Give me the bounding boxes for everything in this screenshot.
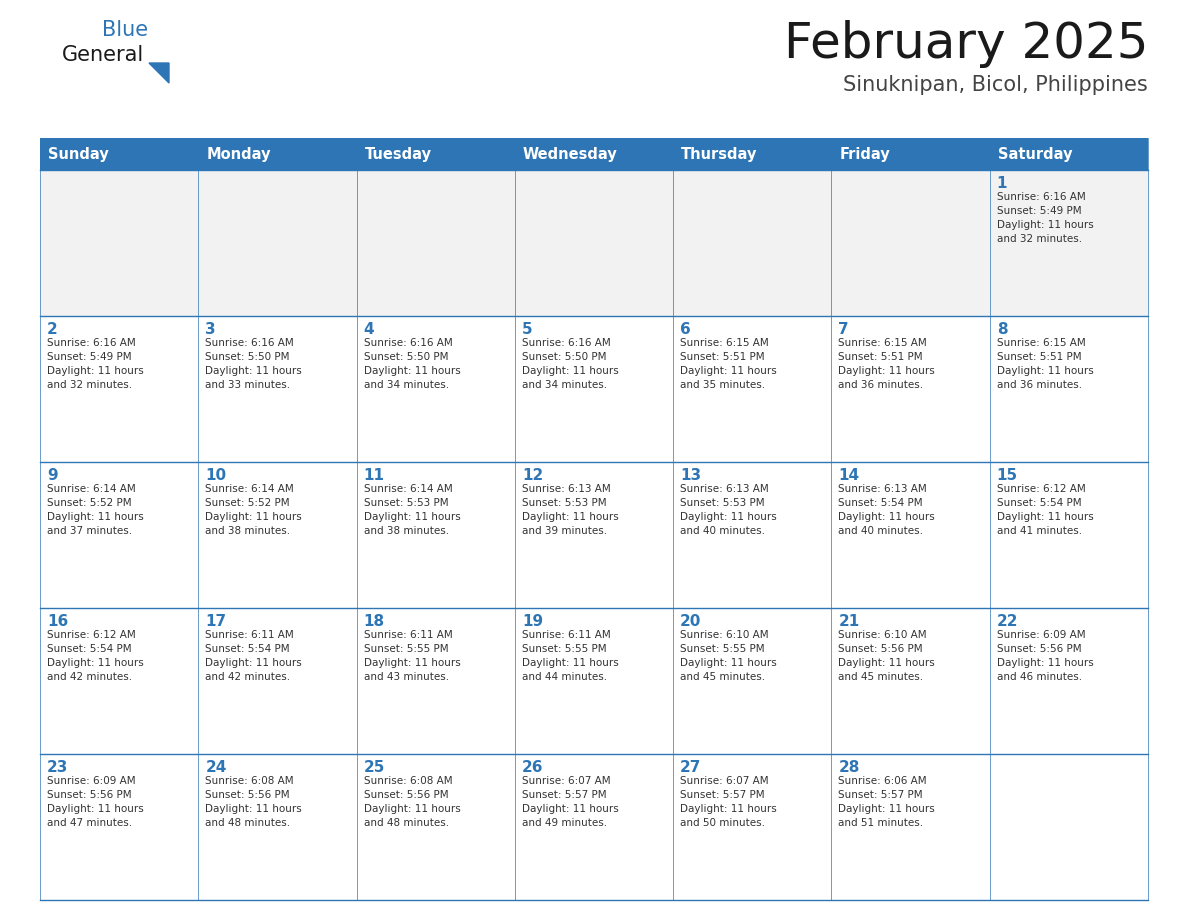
Text: Sunrise: 6:16 AM
Sunset: 5:50 PM
Daylight: 11 hours
and 34 minutes.: Sunrise: 6:16 AM Sunset: 5:50 PM Dayligh… xyxy=(364,338,460,390)
Text: 17: 17 xyxy=(206,614,227,629)
FancyBboxPatch shape xyxy=(40,316,1148,462)
Text: 15: 15 xyxy=(997,468,1018,483)
Text: Sunrise: 6:16 AM
Sunset: 5:49 PM
Daylight: 11 hours
and 32 minutes.: Sunrise: 6:16 AM Sunset: 5:49 PM Dayligh… xyxy=(997,192,1093,244)
Text: Blue: Blue xyxy=(102,20,148,40)
Text: 25: 25 xyxy=(364,760,385,775)
Text: Sinuknipan, Bicol, Philippines: Sinuknipan, Bicol, Philippines xyxy=(843,75,1148,95)
Text: 14: 14 xyxy=(839,468,860,483)
Text: 7: 7 xyxy=(839,322,849,337)
Polygon shape xyxy=(148,63,169,83)
Text: Sunrise: 6:06 AM
Sunset: 5:57 PM
Daylight: 11 hours
and 51 minutes.: Sunrise: 6:06 AM Sunset: 5:57 PM Dayligh… xyxy=(839,776,935,828)
Text: Sunrise: 6:15 AM
Sunset: 5:51 PM
Daylight: 11 hours
and 36 minutes.: Sunrise: 6:15 AM Sunset: 5:51 PM Dayligh… xyxy=(839,338,935,390)
Text: Sunrise: 6:11 AM
Sunset: 5:54 PM
Daylight: 11 hours
and 42 minutes.: Sunrise: 6:11 AM Sunset: 5:54 PM Dayligh… xyxy=(206,630,302,682)
Text: Sunrise: 6:10 AM
Sunset: 5:56 PM
Daylight: 11 hours
and 45 minutes.: Sunrise: 6:10 AM Sunset: 5:56 PM Dayligh… xyxy=(839,630,935,682)
Text: General: General xyxy=(62,45,144,65)
Text: 20: 20 xyxy=(681,614,702,629)
Text: Sunrise: 6:07 AM
Sunset: 5:57 PM
Daylight: 11 hours
and 49 minutes.: Sunrise: 6:07 AM Sunset: 5:57 PM Dayligh… xyxy=(522,776,619,828)
Text: Sunrise: 6:16 AM
Sunset: 5:50 PM
Daylight: 11 hours
and 34 minutes.: Sunrise: 6:16 AM Sunset: 5:50 PM Dayligh… xyxy=(522,338,619,390)
Text: Friday: Friday xyxy=(840,147,890,162)
Text: Sunrise: 6:10 AM
Sunset: 5:55 PM
Daylight: 11 hours
and 45 minutes.: Sunrise: 6:10 AM Sunset: 5:55 PM Dayligh… xyxy=(681,630,777,682)
Text: 3: 3 xyxy=(206,322,216,337)
Text: 19: 19 xyxy=(522,614,543,629)
Text: 5: 5 xyxy=(522,322,532,337)
Text: 27: 27 xyxy=(681,760,702,775)
Text: Sunrise: 6:13 AM
Sunset: 5:53 PM
Daylight: 11 hours
and 40 minutes.: Sunrise: 6:13 AM Sunset: 5:53 PM Dayligh… xyxy=(681,484,777,536)
FancyBboxPatch shape xyxy=(40,608,1148,754)
Text: February 2025: February 2025 xyxy=(784,20,1148,68)
Text: 4: 4 xyxy=(364,322,374,337)
Text: 16: 16 xyxy=(48,614,68,629)
FancyBboxPatch shape xyxy=(40,754,1148,900)
Text: 11: 11 xyxy=(364,468,385,483)
Text: 28: 28 xyxy=(839,760,860,775)
Text: 8: 8 xyxy=(997,322,1007,337)
Text: Sunrise: 6:08 AM
Sunset: 5:56 PM
Daylight: 11 hours
and 48 minutes.: Sunrise: 6:08 AM Sunset: 5:56 PM Dayligh… xyxy=(364,776,460,828)
FancyBboxPatch shape xyxy=(40,170,1148,316)
Text: Sunrise: 6:13 AM
Sunset: 5:54 PM
Daylight: 11 hours
and 40 minutes.: Sunrise: 6:13 AM Sunset: 5:54 PM Dayligh… xyxy=(839,484,935,536)
Text: 10: 10 xyxy=(206,468,227,483)
Text: Sunrise: 6:15 AM
Sunset: 5:51 PM
Daylight: 11 hours
and 35 minutes.: Sunrise: 6:15 AM Sunset: 5:51 PM Dayligh… xyxy=(681,338,777,390)
Text: 26: 26 xyxy=(522,760,543,775)
Text: 23: 23 xyxy=(48,760,69,775)
Text: Wednesday: Wednesday xyxy=(523,147,618,162)
Text: 24: 24 xyxy=(206,760,227,775)
Text: Sunrise: 6:16 AM
Sunset: 5:49 PM
Daylight: 11 hours
and 32 minutes.: Sunrise: 6:16 AM Sunset: 5:49 PM Dayligh… xyxy=(48,338,144,390)
Text: 22: 22 xyxy=(997,614,1018,629)
Text: 2: 2 xyxy=(48,322,58,337)
Text: Sunrise: 6:14 AM
Sunset: 5:53 PM
Daylight: 11 hours
and 38 minutes.: Sunrise: 6:14 AM Sunset: 5:53 PM Dayligh… xyxy=(364,484,460,536)
Text: 12: 12 xyxy=(522,468,543,483)
Text: Sunrise: 6:13 AM
Sunset: 5:53 PM
Daylight: 11 hours
and 39 minutes.: Sunrise: 6:13 AM Sunset: 5:53 PM Dayligh… xyxy=(522,484,619,536)
Text: Sunrise: 6:15 AM
Sunset: 5:51 PM
Daylight: 11 hours
and 36 minutes.: Sunrise: 6:15 AM Sunset: 5:51 PM Dayligh… xyxy=(997,338,1093,390)
Text: Sunrise: 6:14 AM
Sunset: 5:52 PM
Daylight: 11 hours
and 37 minutes.: Sunrise: 6:14 AM Sunset: 5:52 PM Dayligh… xyxy=(48,484,144,536)
Text: 13: 13 xyxy=(681,468,701,483)
Text: Monday: Monday xyxy=(207,147,271,162)
Text: Sunday: Sunday xyxy=(48,147,109,162)
Text: Thursday: Thursday xyxy=(681,147,758,162)
Text: Sunrise: 6:16 AM
Sunset: 5:50 PM
Daylight: 11 hours
and 33 minutes.: Sunrise: 6:16 AM Sunset: 5:50 PM Dayligh… xyxy=(206,338,302,390)
FancyBboxPatch shape xyxy=(40,462,1148,608)
Text: Sunrise: 6:11 AM
Sunset: 5:55 PM
Daylight: 11 hours
and 44 minutes.: Sunrise: 6:11 AM Sunset: 5:55 PM Dayligh… xyxy=(522,630,619,682)
FancyBboxPatch shape xyxy=(40,138,1148,170)
Text: 21: 21 xyxy=(839,614,860,629)
Text: 18: 18 xyxy=(364,614,385,629)
Text: Sunrise: 6:08 AM
Sunset: 5:56 PM
Daylight: 11 hours
and 48 minutes.: Sunrise: 6:08 AM Sunset: 5:56 PM Dayligh… xyxy=(206,776,302,828)
Text: Sunrise: 6:09 AM
Sunset: 5:56 PM
Daylight: 11 hours
and 46 minutes.: Sunrise: 6:09 AM Sunset: 5:56 PM Dayligh… xyxy=(997,630,1093,682)
Text: 6: 6 xyxy=(681,322,691,337)
Text: Sunrise: 6:07 AM
Sunset: 5:57 PM
Daylight: 11 hours
and 50 minutes.: Sunrise: 6:07 AM Sunset: 5:57 PM Dayligh… xyxy=(681,776,777,828)
Text: Sunrise: 6:12 AM
Sunset: 5:54 PM
Daylight: 11 hours
and 42 minutes.: Sunrise: 6:12 AM Sunset: 5:54 PM Dayligh… xyxy=(48,630,144,682)
Text: Saturday: Saturday xyxy=(998,147,1073,162)
Text: Sunrise: 6:14 AM
Sunset: 5:52 PM
Daylight: 11 hours
and 38 minutes.: Sunrise: 6:14 AM Sunset: 5:52 PM Dayligh… xyxy=(206,484,302,536)
Text: Sunrise: 6:11 AM
Sunset: 5:55 PM
Daylight: 11 hours
and 43 minutes.: Sunrise: 6:11 AM Sunset: 5:55 PM Dayligh… xyxy=(364,630,460,682)
Text: 9: 9 xyxy=(48,468,58,483)
Text: 1: 1 xyxy=(997,176,1007,191)
Text: Sunrise: 6:09 AM
Sunset: 5:56 PM
Daylight: 11 hours
and 47 minutes.: Sunrise: 6:09 AM Sunset: 5:56 PM Dayligh… xyxy=(48,776,144,828)
Text: Sunrise: 6:12 AM
Sunset: 5:54 PM
Daylight: 11 hours
and 41 minutes.: Sunrise: 6:12 AM Sunset: 5:54 PM Dayligh… xyxy=(997,484,1093,536)
Text: Tuesday: Tuesday xyxy=(365,147,431,162)
